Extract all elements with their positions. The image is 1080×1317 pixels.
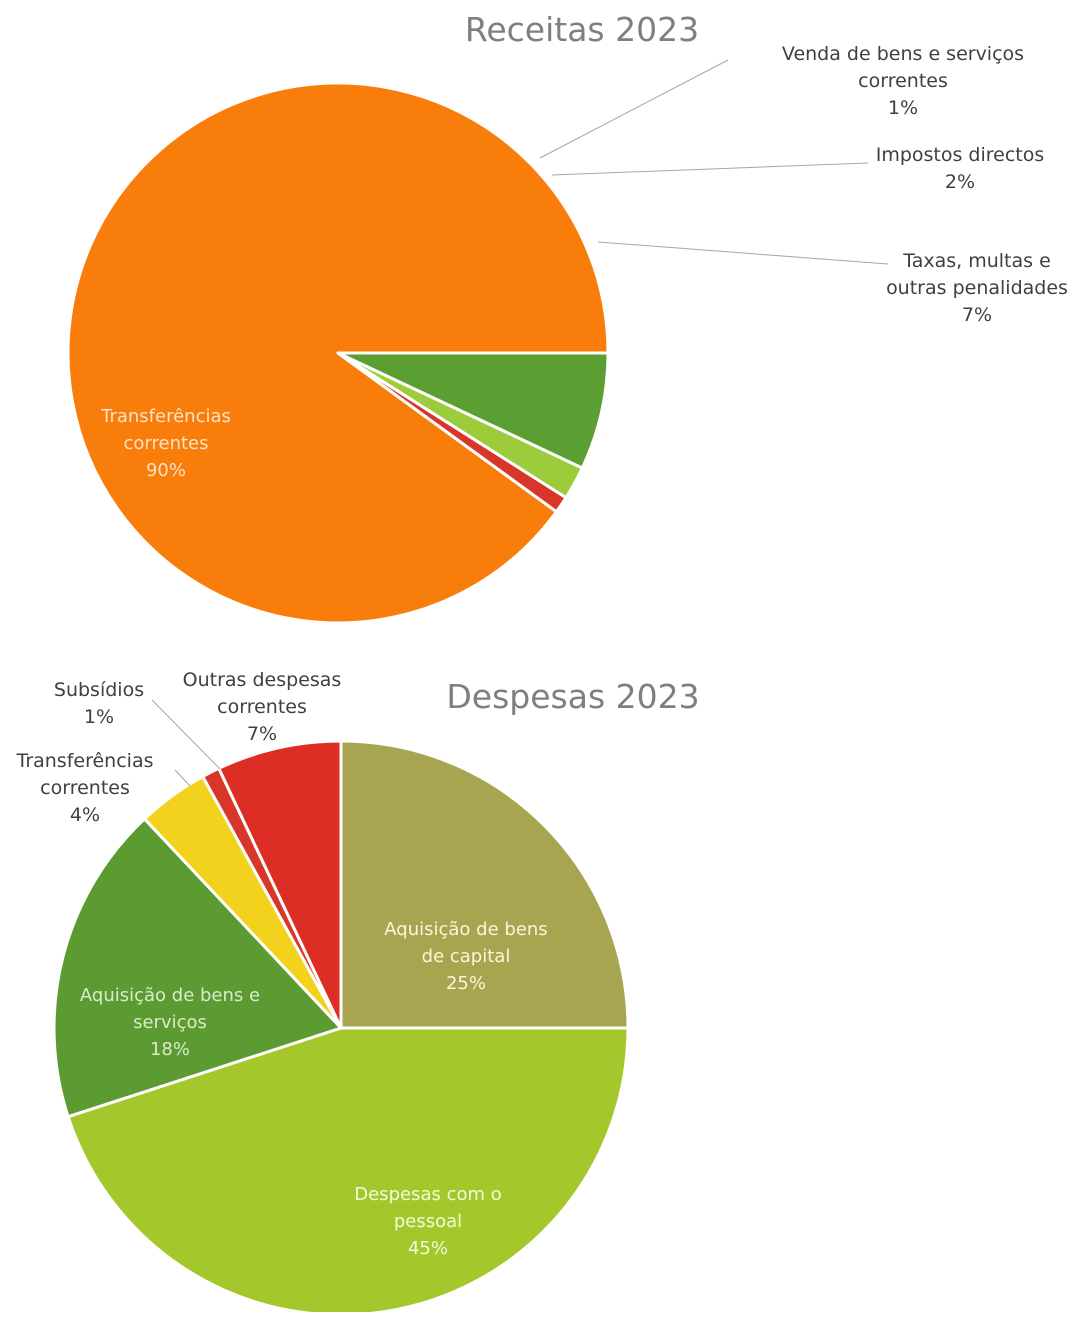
despesas-slice-despesas-com-o-pessoal (66, 1026, 630, 1317)
despesas-data-label-transferencias-correntes: Transferências correntes 4% (16, 750, 154, 826)
receitas-labels: Transferências correntes 90% Venda de bens … (100, 43, 1068, 481)
despesas-pie-chart: Despesas 2023 Aquisição de bens de capita… (16, 669, 700, 1317)
receitas-chart-title: Receitas 2023 (465, 10, 699, 49)
despesas-data-label-aquisicao-de-bens-de-capital: Aquisição de bens de capital 25% (384, 919, 547, 994)
despesas-slices (52, 739, 630, 1317)
despesas-data-label-subsidios: Subsídios 1% (54, 679, 144, 728)
receitas-data-label-transferencias-correntes: Transferências correntes 90% (100, 406, 231, 481)
despesas-labels: Aquisição de bens de capital 25% Despesas c… (16, 669, 548, 1259)
receitas-data-label-impostos-directos: Impostos directos 2% (876, 144, 1045, 193)
receitas-slice-taxas-multas-e-outras-penalidades (336, 351, 610, 470)
receitas-leader-line-taxas-multas-e-outras-penalidades (597, 241, 889, 265)
despesas-slice-aquisicao-de-bens-e-servicos (52, 817, 343, 1119)
receitas-leader-line-venda-de-bens-e-servicos-correntes (539, 59, 729, 159)
receitas-slices (66, 81, 610, 625)
receitas-pie-chart: Receitas 2023 Transferências correntes 90%… (66, 10, 1068, 625)
despesas-leader-line-transferencias-correntes (174, 769, 191, 787)
despesas-data-label-despesas-com-o-pessoal: Despesas com o pessoal 45% (354, 1184, 502, 1259)
receitas-data-label-taxas-multas-e-outras-penalidades: Taxas, multas e outras penalidades 7% (886, 250, 1068, 326)
despesas-leader-line-subsidios (151, 699, 221, 770)
despesas-slice-aquisicao-de-bens-de-capital (339, 739, 630, 1030)
despesas-data-label-outras-despesas-correntes: Outras despesas correntes 7% (183, 669, 342, 745)
despesas-slice-outras-despesas-correntes (217, 739, 343, 1030)
despesas-data-label-aquisicao-de-bens-e-servicos: Aquisição de bens e serviços 18% (80, 985, 260, 1060)
receitas-data-label-venda-de-bens-e-servicos-correntes: Venda de bens e serviços correntes 1% (782, 43, 1024, 119)
despesas-chart-title: Despesas 2023 (446, 677, 699, 716)
receitas-leader-line-impostos-directos (551, 162, 869, 176)
